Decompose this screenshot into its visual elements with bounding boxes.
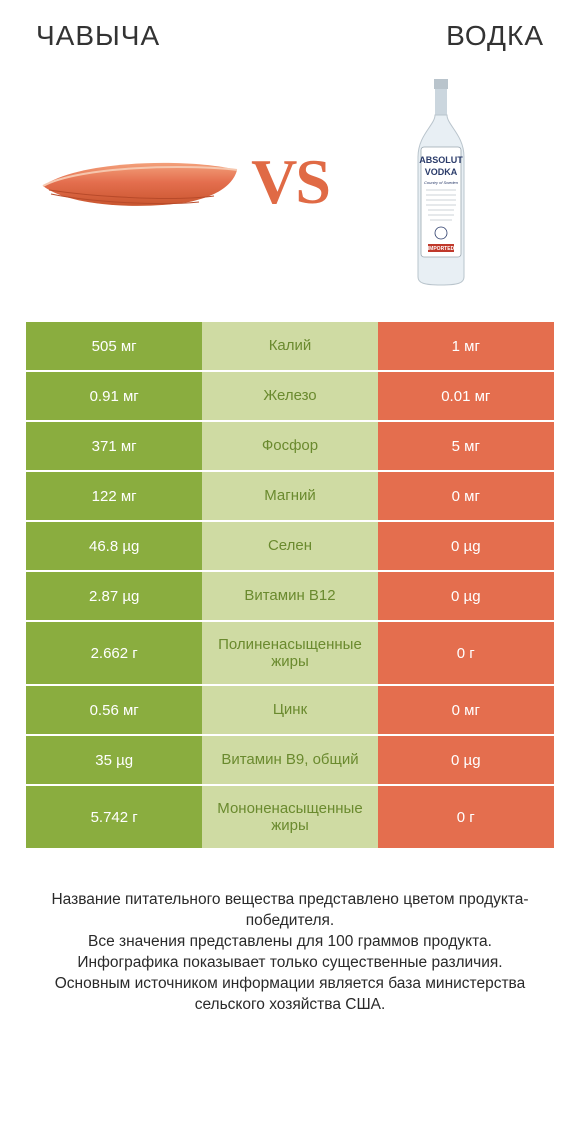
comparison-table: 505 мгКалий1 мг0.91 мгЖелезо0.01 мг371 м…: [26, 322, 554, 850]
table-row: 35 µgВитамин B9, общий0 µg: [26, 736, 554, 786]
value-left: 2.662 г: [26, 622, 202, 684]
value-left: 0.91 мг: [26, 372, 202, 420]
value-right: 0 г: [378, 786, 554, 848]
nutrient-label: Витамин B9, общий: [202, 736, 377, 784]
value-right: 0 г: [378, 622, 554, 684]
nutrient-label: Селен: [202, 522, 377, 570]
title-right: ВОДКА: [446, 20, 544, 52]
value-left: 46.8 µg: [26, 522, 202, 570]
value-right: 0.01 мг: [378, 372, 554, 420]
value-left: 505 мг: [26, 322, 202, 370]
vodka-bottle-icon: ABSOLUT VODKA Country of Sweden IMPORTED: [406, 77, 476, 287]
value-left: 2.87 µg: [26, 572, 202, 620]
nutrient-label: Фосфор: [202, 422, 377, 470]
svg-text:IMPORTED: IMPORTED: [428, 246, 455, 252]
value-right: 0 мг: [378, 472, 554, 520]
footnote-text: Название питательного вещества представл…: [26, 890, 554, 1016]
nutrient-label: Полиненасыщенные жиры: [202, 622, 377, 684]
svg-text:ABSOLUT: ABSOLUT: [420, 155, 464, 165]
nutrient-label: Железо: [202, 372, 377, 420]
value-right: 1 мг: [378, 322, 554, 370]
table-row: 371 мгФосфор5 мг: [26, 422, 554, 472]
table-row: 505 мгКалий1 мг: [26, 322, 554, 372]
value-right: 0 µg: [378, 522, 554, 570]
nutrient-label: Магний: [202, 472, 377, 520]
title-left: ЧАВЫЧА: [36, 20, 160, 52]
hero-row: VS ABSOLUT VODKA Country of Sweden IMPOR…: [26, 62, 554, 302]
table-row: 2.87 µgВитамин B120 µg: [26, 572, 554, 622]
value-left: 35 µg: [26, 736, 202, 784]
table-row: 0.91 мгЖелезо0.01 мг: [26, 372, 554, 422]
nutrient-label: Калий: [202, 322, 377, 370]
svg-text:VODKA: VODKA: [425, 167, 458, 177]
nutrient-label: Мононенасыщенные жиры: [202, 786, 377, 848]
table-row: 0.56 мгЦинк0 мг: [26, 686, 554, 736]
nutrient-label: Цинк: [202, 686, 377, 734]
value-left: 5.742 г: [26, 786, 202, 848]
value-right: 0 µg: [378, 736, 554, 784]
hero-left: [26, 62, 251, 302]
table-row: 46.8 µgСелен0 µg: [26, 522, 554, 572]
table-row: 5.742 гМононенасыщенные жиры0 г: [26, 786, 554, 850]
svg-text:Country of Sweden: Country of Sweden: [424, 180, 459, 185]
table-row: 2.662 гПолиненасыщенные жиры0 г: [26, 622, 554, 686]
value-left: 0.56 мг: [26, 686, 202, 734]
salmon-icon: [39, 152, 239, 212]
value-right: 0 мг: [378, 686, 554, 734]
value-right: 5 мг: [378, 422, 554, 470]
title-row: ЧАВЫЧА ВОДКА: [26, 20, 554, 52]
hero-right: ABSOLUT VODKA Country of Sweden IMPORTED: [329, 62, 554, 302]
vs-label: VS: [251, 145, 329, 219]
value-left: 122 мг: [26, 472, 202, 520]
value-right: 0 µg: [378, 572, 554, 620]
table-row: 122 мгМагний0 мг: [26, 472, 554, 522]
value-left: 371 мг: [26, 422, 202, 470]
nutrient-label: Витамин B12: [202, 572, 377, 620]
